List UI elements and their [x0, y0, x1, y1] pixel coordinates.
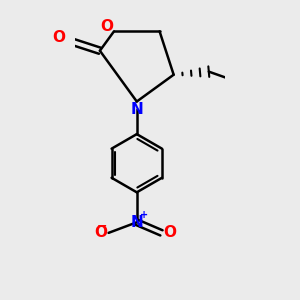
Text: O: O [163, 225, 176, 240]
Text: +: + [140, 210, 148, 220]
Text: O: O [100, 19, 113, 34]
Text: −: − [96, 219, 107, 232]
Text: O: O [52, 30, 65, 45]
Text: N: N [130, 215, 143, 230]
Text: N: N [130, 102, 143, 117]
Text: O: O [94, 225, 107, 240]
